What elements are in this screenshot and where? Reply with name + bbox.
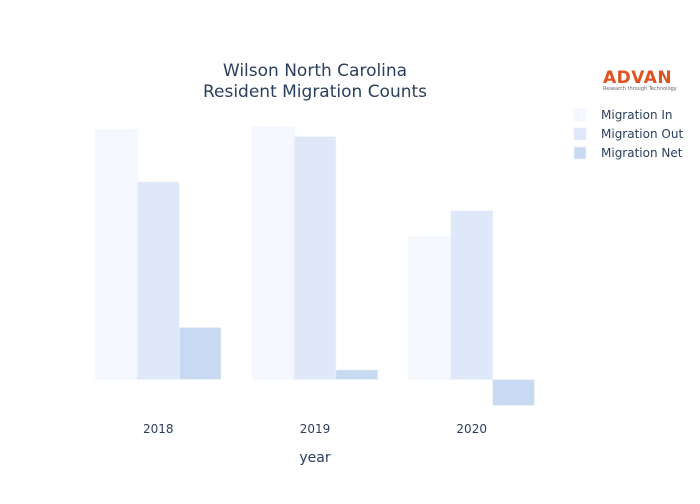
chart-title-line-2: Resident Migration Counts — [203, 82, 427, 102]
legend[interactable]: Migration In Migration Out Migration Net — [573, 108, 683, 160]
legend-label: Migration Out — [601, 127, 683, 141]
bar-migration-net-2019[interactable] — [335, 369, 378, 380]
bar-migration-net-2020[interactable] — [492, 379, 535, 406]
bars-group — [95, 126, 535, 406]
bar-migration-in-2018[interactable] — [95, 129, 138, 380]
bar-migration-net-2018[interactable] — [178, 327, 222, 380]
legend-label: Migration In — [601, 108, 673, 122]
bar-migration-in-2019[interactable] — [252, 126, 295, 380]
advan-logo-name: ADVAN — [603, 68, 672, 88]
x-axis-ticks: 2018 2019 2020 — [143, 422, 487, 436]
x-tick-label-2019: 2019 — [300, 422, 331, 436]
x-tick-label-2018: 2018 — [143, 422, 174, 436]
legend-item-migration-net[interactable]: Migration Net — [573, 146, 683, 160]
bar-migration-out-2020[interactable] — [450, 210, 493, 380]
legend-swatch — [573, 127, 587, 141]
chart-title-line-1: Wilson North Carolina — [223, 61, 407, 81]
legend-item-migration-out[interactable]: Migration Out — [573, 127, 683, 141]
advan-logo-tagline: Research through Technology — [603, 86, 677, 92]
bar-migration-out-2018[interactable] — [137, 181, 180, 380]
x-tick-label-2020: 2020 — [456, 422, 487, 436]
bar-migration-out-2019[interactable] — [293, 136, 337, 380]
advan-logo: ADVAN Research through Technology — [603, 68, 677, 92]
x-axis-title: year — [299, 450, 330, 466]
legend-item-migration-in[interactable]: Migration In — [573, 108, 673, 122]
legend-swatch — [573, 108, 587, 122]
bar-migration-in-2020[interactable] — [408, 236, 452, 380]
legend-label: Migration Net — [601, 146, 683, 160]
legend-swatch — [573, 146, 587, 160]
